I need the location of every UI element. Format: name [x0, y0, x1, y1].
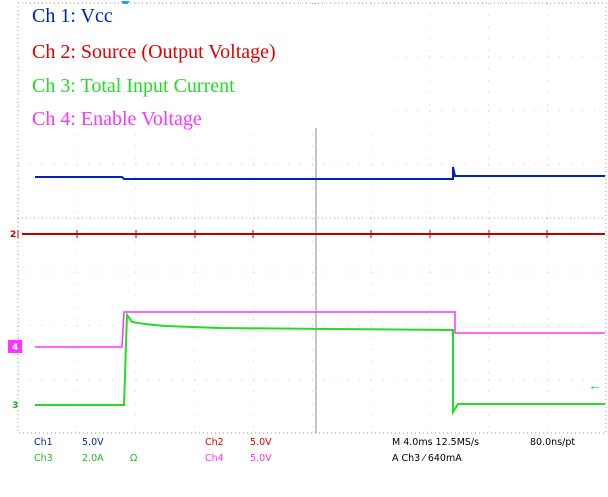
- legend-bg: [28, 4, 388, 128]
- ch3-trace: [35, 312, 605, 416]
- legend-item: Ch 1: Vcc: [32, 5, 113, 27]
- status: Ch1: [34, 437, 53, 448]
- legend-item: Ch 2: Source (Output Voltage): [32, 41, 276, 63]
- status: M 4.0ms 12.5MS/s: [392, 437, 479, 448]
- status: 5.0V: [250, 453, 272, 464]
- status: Ch2: [205, 437, 224, 448]
- trigger-level: ←: [588, 379, 602, 394]
- ch2-marker: 2: [10, 230, 16, 240]
- status: 5.0V: [250, 437, 272, 448]
- ch2-ticks: [17, 230, 548, 238]
- legend-item: Ch 4: Enable Voltage: [32, 108, 202, 130]
- status: A Ch3 ⁄ 640mA: [392, 453, 462, 464]
- status: Ch4: [205, 453, 224, 464]
- ch3-marker: 3: [12, 401, 18, 411]
- status: Ω: [130, 453, 137, 464]
- status: 5.0V: [82, 437, 104, 448]
- status: 80.0ns/pt: [530, 437, 575, 448]
- ch1-trace: [35, 166, 605, 180]
- ch4-marker: 4: [12, 343, 18, 353]
- legend-item: Ch 3: Total Input Current: [32, 75, 235, 97]
- status: 2.0A: [82, 453, 104, 464]
- status: Ch3: [34, 453, 53, 464]
- ch4-trace: [35, 311, 605, 348]
- ch4-marker-box: [8, 340, 22, 353]
